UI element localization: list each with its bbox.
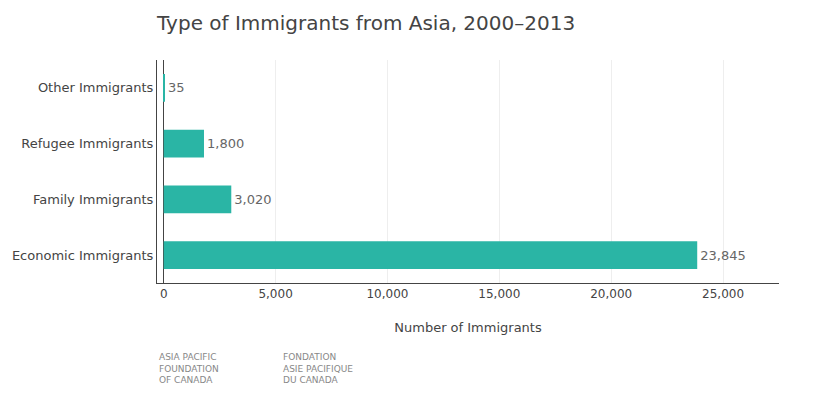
- svg-text:Family Immigrants: Family Immigrants: [33, 192, 154, 207]
- svg-text:10,000: 10,000: [366, 287, 408, 301]
- svg-text:Type of Immigrants from Asia,: Type of Immigrants from Asia, 2000–2013: [156, 11, 575, 35]
- svg-text:0: 0: [160, 287, 168, 301]
- svg-text:23,845: 23,845: [700, 248, 746, 263]
- svg-text:Refugee Immigrants: Refugee Immigrants: [21, 136, 153, 151]
- svg-text:5,000: 5,000: [258, 287, 292, 301]
- svg-text:Number of Immigrants: Number of Immigrants: [394, 320, 542, 335]
- svg-text:Other Immigrants: Other Immigrants: [38, 80, 154, 95]
- svg-text:FONDATIONASIE PACIFIQUEDU CANA: FONDATIONASIE PACIFIQUEDU CANADA: [283, 352, 353, 385]
- svg-text:20,000: 20,000: [590, 287, 632, 301]
- svg-text:35: 35: [168, 80, 185, 95]
- svg-text:25,000: 25,000: [702, 287, 744, 301]
- svg-text:Economic Immigrants: Economic Immigrants: [12, 248, 154, 263]
- svg-text:15,000: 15,000: [478, 287, 520, 301]
- svg-text:3,020: 3,020: [234, 192, 271, 207]
- svg-text:ASIA PACIFICFOUNDATIONOF CANAD: ASIA PACIFICFOUNDATIONOF CANADA: [159, 352, 219, 385]
- svg-text:1,800: 1,800: [207, 136, 244, 151]
